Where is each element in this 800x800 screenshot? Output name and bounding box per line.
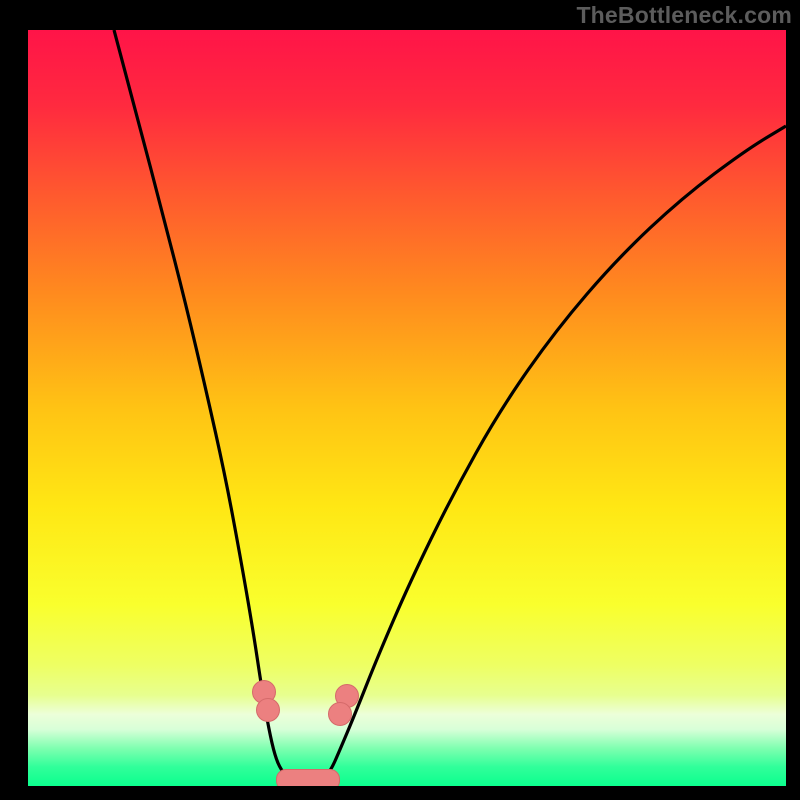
marker-dot-1-rightB xyxy=(328,702,352,726)
marker-dot-0-leftB xyxy=(256,698,280,722)
plot-area xyxy=(28,30,786,786)
watermark-text: TheBottleneck.com xyxy=(576,2,792,29)
left-curve xyxy=(114,30,289,778)
marker-pill-bottom xyxy=(276,769,340,786)
curve-layer xyxy=(28,30,786,786)
right-curve xyxy=(325,126,786,778)
